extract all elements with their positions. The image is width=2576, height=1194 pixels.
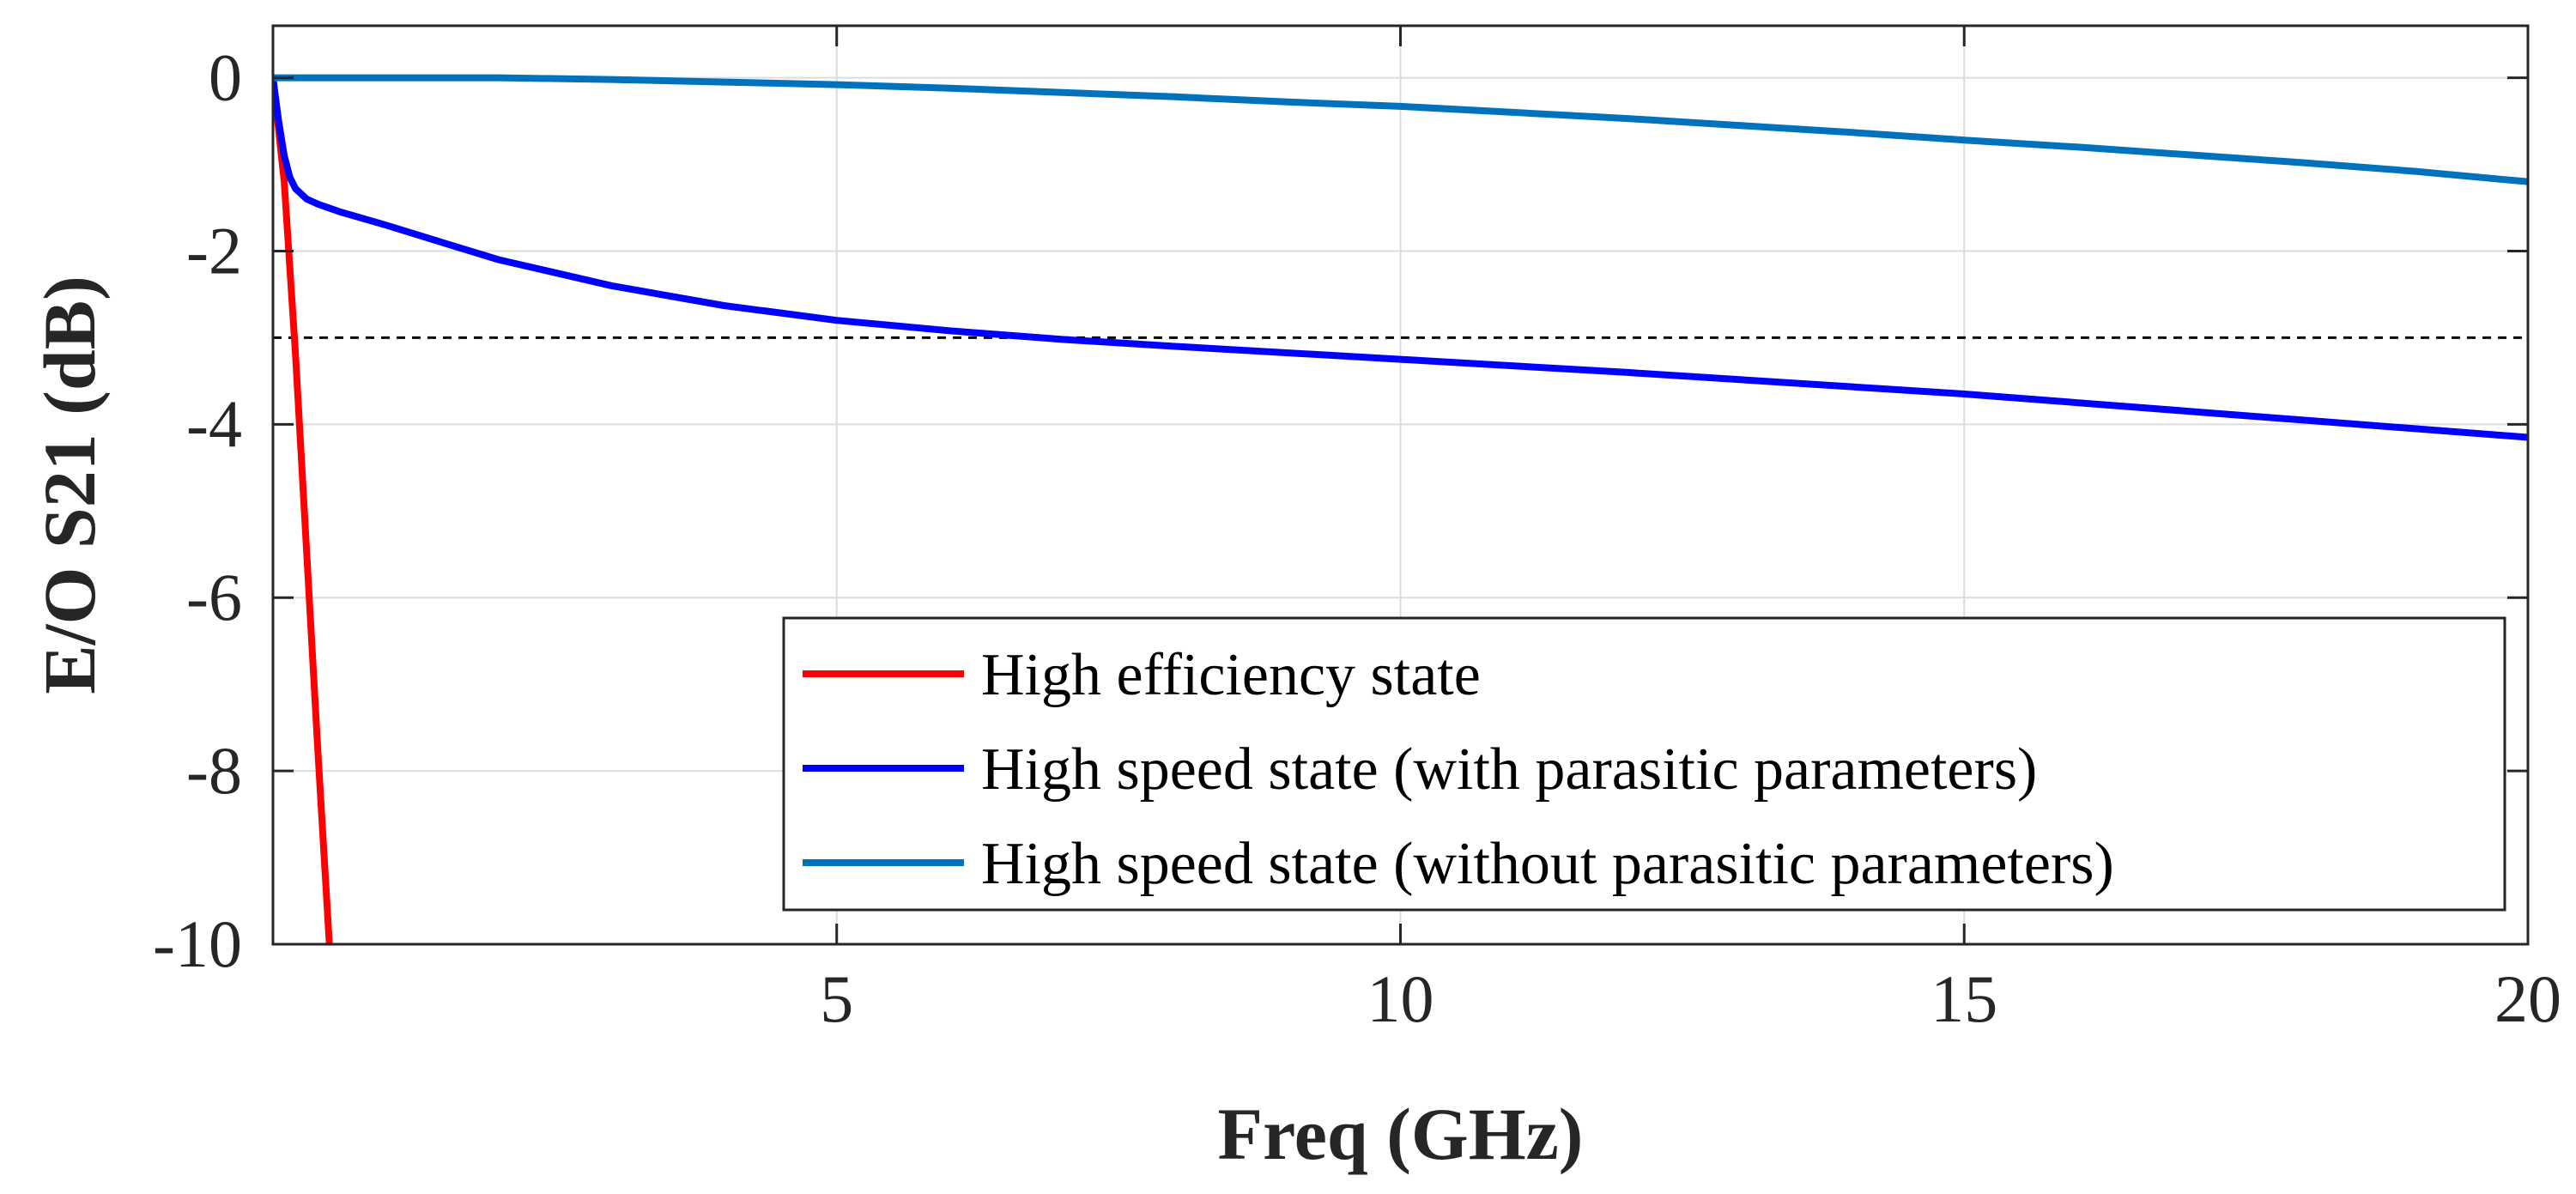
- x-tick-label: 10: [1367, 961, 1434, 1036]
- y-tick-label: -6: [186, 560, 242, 634]
- legend-label: High efficiency state: [981, 642, 1481, 708]
- y-tick-label: -10: [153, 906, 242, 981]
- tick-labels: 5 10 15 20 0 -2 -4 -6 -8 -10: [153, 40, 2561, 1036]
- x-tick-label: 5: [820, 961, 853, 1036]
- series-high-speed-without-parasitic: [273, 74, 2528, 185]
- ticks: [273, 26, 2530, 946]
- series-high-speed-with-parasitic: [273, 74, 2528, 441]
- legend: High efficiency state High speed state (w…: [782, 616, 2506, 912]
- x-tick-label: 15: [1930, 961, 1997, 1036]
- series-high-efficiency: [273, 74, 333, 944]
- legend-box: [782, 616, 2506, 912]
- y-tick-label: 0: [209, 40, 242, 115]
- y-axis-title: E/O S21 (dB): [28, 276, 111, 694]
- series-group: [273, 74, 2528, 944]
- legend-label: High speed state (without parasitic para…: [981, 831, 2114, 897]
- x-tick-label: 20: [2494, 961, 2561, 1036]
- legend-label: High speed state (with parasitic paramet…: [981, 736, 2037, 803]
- y-tick-label: -2: [186, 213, 242, 288]
- y-tick-label: -4: [186, 386, 242, 461]
- x-axis-title: Freq (GHz): [1218, 1093, 1584, 1175]
- y-tick-label: -8: [186, 733, 242, 808]
- legend-items: High efficiency state High speed state (w…: [803, 642, 2114, 897]
